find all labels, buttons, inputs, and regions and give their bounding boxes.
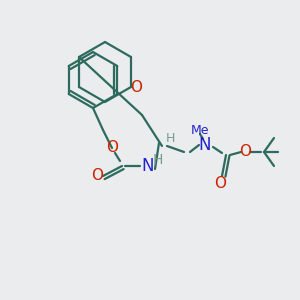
Text: O: O [91, 169, 103, 184]
Text: O: O [106, 140, 118, 155]
Text: N: N [199, 136, 211, 154]
Text: N: N [142, 157, 154, 175]
Text: O: O [239, 145, 251, 160]
Text: O: O [214, 176, 226, 191]
Text: H: H [153, 153, 163, 167]
Text: H: H [165, 131, 175, 145]
Text: Me: Me [191, 124, 209, 137]
Text: O: O [130, 80, 142, 94]
